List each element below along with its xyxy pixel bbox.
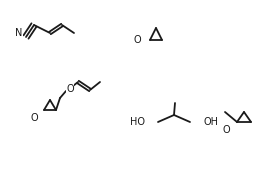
Text: O: O [30, 113, 38, 123]
Text: O: O [66, 84, 74, 94]
Text: HO: HO [130, 117, 145, 127]
Text: OH: OH [203, 117, 218, 127]
Text: O: O [222, 125, 230, 135]
Text: O: O [133, 35, 141, 45]
Text: N: N [15, 28, 23, 38]
